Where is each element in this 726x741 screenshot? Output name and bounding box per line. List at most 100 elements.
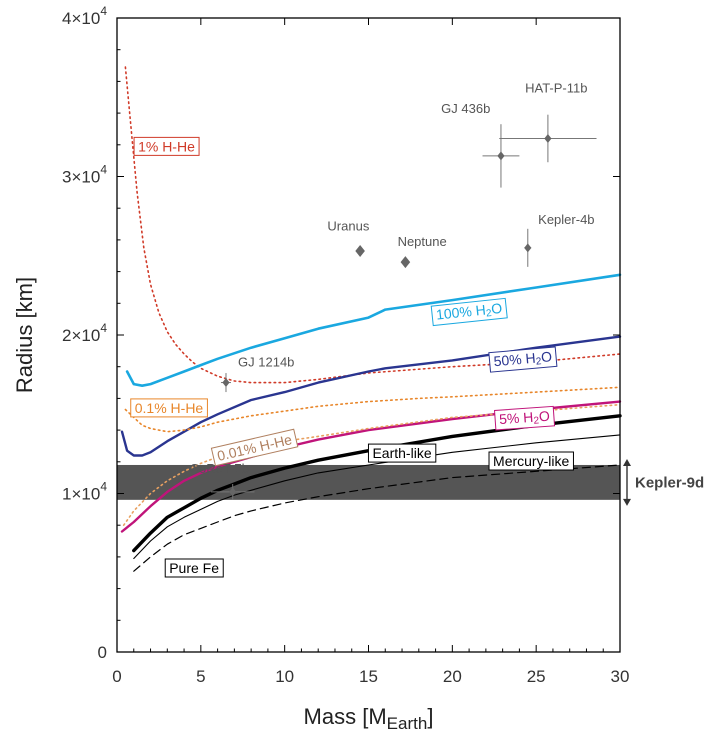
curve-label-pure-fe: Pure Fe	[164, 558, 224, 578]
curve-label-box	[430, 297, 508, 327]
curve-label-text: 0.1% H-He	[135, 400, 204, 416]
y-tick-label: 3×104	[62, 163, 107, 187]
curve-label-box	[130, 398, 208, 418]
curve-label-main: Mercury-like	[493, 453, 569, 469]
x-tick-label: 0	[112, 667, 121, 686]
planet-label: Kepler-4b	[538, 212, 594, 227]
x-tick-label: 15	[359, 667, 378, 686]
y-tick-label-base: 0	[98, 643, 107, 662]
y-tick-label-base: 1×10	[62, 485, 100, 504]
planet-corot-7b: CoRoT-7b	[190, 461, 255, 500]
planet-kepler-4b: Kepler-4b	[524, 212, 595, 267]
curve-label-text: Earth-like	[372, 445, 431, 461]
y-tick-label-exp: 4	[100, 480, 107, 494]
kepler-9d-annotation: Kepler-9d	[623, 458, 704, 506]
planet-diamond-marker	[400, 256, 411, 269]
curve-label-text: Pure Fe	[169, 560, 219, 576]
planet-diamond-marker	[229, 487, 237, 497]
series-mercury-like-line	[133, 434, 621, 560]
planet-group: HAT-P-11b GJ 436b Kepler-4b Uranus Neptune GJ…	[190, 80, 597, 500]
kepler-9d-arrow-up-icon	[623, 458, 631, 466]
y-tick-label: 2×104	[62, 321, 107, 345]
planet-label: Neptune	[398, 234, 447, 249]
series-100-h2o-line	[125, 273, 622, 387]
curve-label-main: 50% H	[493, 350, 536, 370]
x-axis-title-end: ]	[427, 704, 433, 729]
series-0-1-h-he-line	[124, 386, 621, 433]
x-tick-label: 30	[611, 667, 630, 686]
curve-label-text: 50% H2O	[493, 348, 553, 371]
curve-label-box	[164, 558, 224, 578]
y-tick-label: 1×104	[62, 480, 107, 504]
planet-diamond-marker	[222, 378, 230, 388]
curve-label-1-h-he: 1% H-He	[133, 136, 200, 156]
planet-diamond-marker	[544, 133, 552, 143]
x-axis-title-sub: Earth	[387, 714, 428, 733]
curve-label-main: Pure Fe	[169, 560, 219, 576]
curve-label-50-h2o: 50% H2O	[488, 346, 558, 373]
kepler-9d-arrow-down-icon	[623, 498, 631, 506]
curve-label-text: Mercury-like	[493, 453, 569, 469]
x-tick-label: 10	[275, 667, 294, 686]
curve-label-text: 100% H2O	[435, 300, 503, 324]
planet-diamond-marker	[524, 243, 532, 253]
x-tick-label: 25	[527, 667, 546, 686]
curve-label-box	[488, 451, 574, 471]
curve-label-main: 100% H	[435, 302, 486, 323]
planet-hat-p-11b: HAT-P-11b	[499, 80, 597, 163]
x-axis-title: Mass [MEarth]	[304, 704, 434, 733]
planet-gj-1214b: GJ 1214b	[220, 355, 294, 393]
series-50-h2o-line	[120, 335, 622, 457]
y-axis-title: Radius [km]	[12, 277, 37, 393]
curve-label-box	[493, 405, 556, 431]
y-tick-label: 0	[98, 643, 107, 662]
x-tick-label: 5	[196, 667, 205, 686]
planet-gj-436b: GJ 436b	[441, 101, 520, 188]
planet-label: HAT-P-11b	[525, 80, 587, 95]
curve-label-100-h2o: 100% H2O	[430, 297, 508, 327]
y-tick-label-base: 4×10	[62, 9, 100, 28]
series-earth-like-line	[132, 414, 622, 553]
y-tick-label-exp: 4	[100, 4, 107, 18]
y-tick-label-base: 3×10	[62, 168, 100, 187]
planet-diamond-marker	[355, 244, 365, 257]
curve-label-text: 5% H2O	[499, 408, 551, 429]
x-axis-title-main: Mass [M	[304, 704, 387, 729]
planet-label: Uranus	[327, 218, 369, 233]
curve-label-box	[488, 346, 558, 373]
curve-label-sub: 2	[486, 307, 493, 319]
curve-label-sub: 2	[535, 356, 542, 367]
curve-label-earth-like: Earth-like	[367, 443, 437, 463]
y-tick-label-exp: 4	[100, 321, 107, 335]
y-tick-label-exp: 4	[100, 163, 107, 177]
curve-label-sub: 2	[533, 415, 540, 426]
curve-label-box	[367, 443, 437, 463]
planet-diamond-marker	[497, 151, 505, 161]
curve-label-box	[210, 428, 299, 467]
curve-label-main: 0.1% H-He	[135, 400, 204, 416]
kepler-9d-label: Kepler-9d	[635, 474, 704, 491]
planet-uranus: Uranus	[327, 218, 370, 257]
planet-label: CoRoT-7b	[190, 461, 249, 476]
curve-label-5-h2o: 5% H2O	[493, 405, 556, 431]
curve-label-after: O	[540, 348, 552, 365]
curve-label-after: O	[490, 300, 503, 317]
curve-label-main: 1% H-He	[138, 138, 195, 154]
curve-label-text: 1% H-He	[138, 138, 195, 154]
x-tick-label: 20	[443, 667, 462, 686]
planet-label: GJ 436b	[441, 101, 490, 116]
curve-label-main: Earth-like	[372, 445, 431, 461]
curve-label-box	[133, 136, 200, 156]
curve-label-after: O	[538, 408, 550, 425]
y-tick-label: 4×104	[62, 4, 107, 28]
curve-label-0-1-h-he: 0.1% H-He	[130, 398, 208, 418]
planet-neptune: Neptune	[398, 234, 447, 269]
series-pure-fe-line	[133, 464, 621, 572]
y-tick-label-base: 2×10	[62, 326, 100, 345]
curve-label-mercury-like: Mercury-like	[488, 451, 574, 471]
planet-label: GJ 1214b	[238, 355, 294, 370]
